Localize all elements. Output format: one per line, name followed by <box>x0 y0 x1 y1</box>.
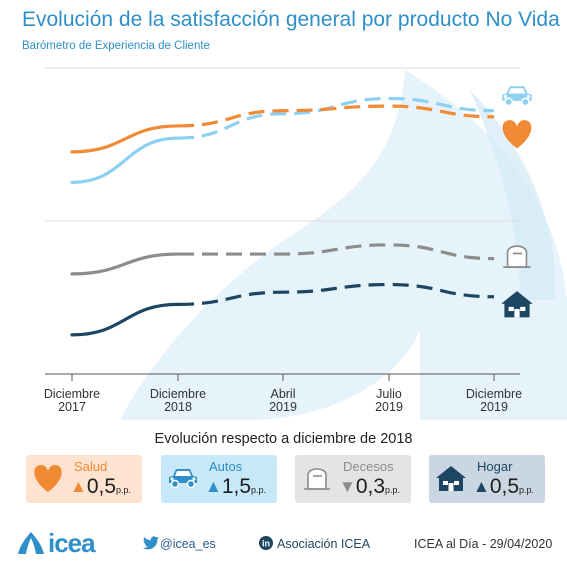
chart-title: Evolución de la satisfacción general por… <box>22 8 560 31</box>
arrow-up-icon: ▲ <box>473 477 490 496</box>
evolution-card-salud: Salud ▲0,5p.p. <box>26 455 142 503</box>
arrow-up-icon: ▲ <box>205 477 222 496</box>
x-tick-label: Diciembre 2019 <box>466 387 522 414</box>
twitter-icon <box>143 536 159 550</box>
series-line-dashed-tombstone <box>177 243 495 261</box>
source-date: ICEA al Día - 29/04/2020 <box>414 537 553 551</box>
card-value: ▲1,5p.p. <box>205 475 266 499</box>
card-value: ▼0,3p.p. <box>339 475 400 499</box>
heart-icon <box>34 465 62 492</box>
card-number: 0,3 <box>355 475 386 498</box>
card-number: 1,5 <box>221 475 252 498</box>
car-icon <box>169 469 197 489</box>
card-number: 0,5 <box>489 475 520 498</box>
linkedin-icon: in <box>259 536 273 550</box>
card-unit: p.p. <box>385 485 401 495</box>
house-icon <box>436 466 466 491</box>
svg-text:in: in <box>262 539 270 549</box>
series-line-dashed-heart <box>177 104 495 128</box>
card-unit: p.p. <box>116 485 132 495</box>
series-line-solid-house <box>70 302 180 337</box>
card-value: ▲0,5p.p. <box>473 475 534 499</box>
card-unit: p.p. <box>519 485 535 495</box>
line-chart: Diciembre 2017 Diciembre 2018 Abril 2019 Julio… <box>44 67 533 414</box>
tombstone-icon <box>304 468 330 490</box>
series-line-dashed-house <box>177 282 495 306</box>
tombstone-icon <box>304 468 330 490</box>
series-line-solid-tombstone <box>70 252 180 276</box>
house-icon <box>436 466 466 491</box>
x-tick-label: Abril 2019 <box>269 387 297 414</box>
series-line-dashed-car <box>177 96 495 140</box>
card-value: ▲0,5p.p. <box>70 475 131 499</box>
house-icon <box>501 291 533 318</box>
icea-logo-text: icea <box>48 528 96 558</box>
car-icon <box>169 469 197 489</box>
card-number: 0,5 <box>86 475 117 498</box>
card-name: Decesos <box>343 459 394 474</box>
evolution-card-autos: Autos ▲1,5p.p. <box>161 455 277 503</box>
series-line-solid-heart <box>70 124 180 154</box>
arrow-up-icon: ▲ <box>70 477 87 496</box>
evolution-card-hogar: Hogar ▲0,5p.p. <box>429 455 545 503</box>
icea-logo-icon <box>18 532 44 554</box>
evolution-card-decesos: Decesos ▼0,3p.p. <box>295 455 411 503</box>
card-name: Autos <box>209 459 243 474</box>
x-tick-label: Julio 2019 <box>375 387 403 414</box>
heart-icon <box>502 120 532 149</box>
x-tick-label: Diciembre 2017 <box>44 387 100 414</box>
heart-icon <box>34 465 62 492</box>
chart-subtitle: Barómetro de Experiencia de Cliente <box>22 40 210 52</box>
tombstone-icon <box>503 245 531 268</box>
evolution-title: Evolución respecto a diciembre de 2018 <box>154 431 413 447</box>
linkedin-name[interactable]: Asociación ICEA <box>277 537 371 551</box>
arrow-down-icon: ▼ <box>339 477 356 496</box>
card-name: Salud <box>74 459 108 474</box>
twitter-handle[interactable]: @icea_es <box>160 537 216 551</box>
x-tick-label: Diciembre 2018 <box>150 387 206 414</box>
card-unit: p.p. <box>251 485 267 495</box>
card-name: Hogar <box>477 459 513 474</box>
series-line-solid-car <box>70 136 180 184</box>
footer: icea @icea_es in Asociación ICEA ICEA al… <box>0 528 567 558</box>
car-icon <box>502 86 532 107</box>
